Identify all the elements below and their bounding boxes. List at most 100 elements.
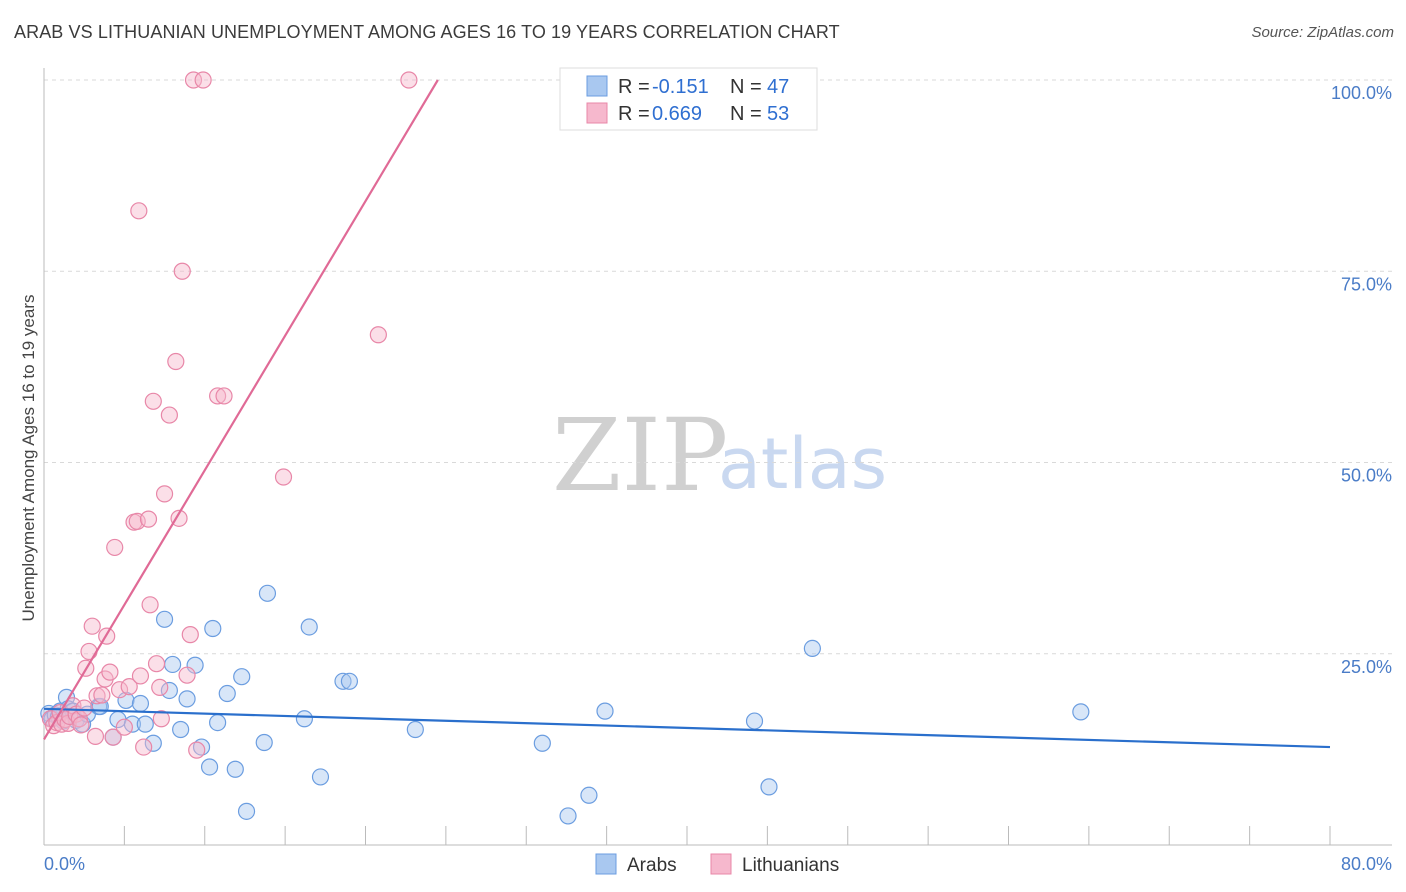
arab-point-25 <box>178 690 196 708</box>
y-tick-label-75: 75.0% <box>1341 274 1392 294</box>
chart-title: ARAB VS LITHUANIAN UNEMPLOYMENT AMONG AG… <box>14 22 840 42</box>
lith-point-39 <box>170 509 188 527</box>
arab-point-24 <box>172 720 190 739</box>
axes <box>43 68 1392 846</box>
legend-lith-n-value: 53 <box>767 103 789 125</box>
arab-point-50 <box>1072 703 1090 721</box>
lith-point-33 <box>144 392 162 410</box>
lith-point-18 <box>93 686 111 704</box>
legend-swatch-arabs <box>586 75 608 97</box>
arab-point-38 <box>300 618 318 636</box>
lithuanians-trendline <box>43 79 439 740</box>
legend-lith-n-label: N = <box>730 103 762 125</box>
arabs-points <box>40 584 1090 825</box>
legend-swatch-lithuanians <box>586 102 608 124</box>
arab-point-47 <box>745 712 764 730</box>
lith-point-16 <box>86 727 105 745</box>
arab-point-21 <box>155 610 174 628</box>
lith-point-36 <box>155 485 174 503</box>
lith-point-12 <box>75 699 93 717</box>
arab-point-48 <box>760 778 778 796</box>
legend-lith-r-label: R = <box>618 103 650 125</box>
arab-point-20 <box>144 734 162 752</box>
arab-point-44 <box>559 807 577 825</box>
arab-point-49 <box>803 639 821 657</box>
lith-point-11 <box>72 716 90 734</box>
arab-point-19 <box>136 715 154 733</box>
lith-point-25 <box>115 718 133 736</box>
arab-point-23 <box>164 655 182 674</box>
lithuanians-points <box>41 71 418 759</box>
bottom-legend-arabs: Arabs <box>627 855 677 876</box>
arabs-trendline <box>43 707 1331 749</box>
lith-point-40 <box>173 262 191 280</box>
lith-point-30 <box>135 738 153 756</box>
legend-arabs-n-value: 47 <box>767 76 789 98</box>
arab-point-43 <box>533 734 551 752</box>
lith-point-42 <box>181 626 199 644</box>
watermark-zip: ZIP <box>552 397 728 514</box>
lith-point-22 <box>104 728 122 746</box>
lith-point-14 <box>80 642 98 661</box>
lith-point-34 <box>147 655 166 673</box>
arab-point-39 <box>311 768 330 786</box>
arab-point-33 <box>233 668 251 686</box>
trendlines <box>43 79 1331 749</box>
x-tick-label-max: 80.0% <box>1341 854 1392 874</box>
bottom-legend-lithuanians: Lithuanians <box>742 855 839 876</box>
arab-point-27 <box>192 738 211 756</box>
lith-point-46 <box>209 387 227 405</box>
lith-point-31 <box>139 510 158 528</box>
y-tick-label-50: 50.0% <box>1341 466 1392 486</box>
arab-point-37 <box>295 710 314 728</box>
arab-point-41 <box>340 672 359 690</box>
lith-point-15 <box>83 617 101 635</box>
arab-point-29 <box>204 619 222 638</box>
bottom-legend-swatch-lithuanians <box>710 853 732 875</box>
arab-point-31 <box>218 684 236 703</box>
gridlines <box>44 79 1392 655</box>
arab-point-16 <box>117 691 135 710</box>
legend-arabs-r-value: -0.151 <box>652 76 709 98</box>
y-tick-label-100: 100.0% <box>1331 83 1392 103</box>
arab-point-32 <box>226 760 244 778</box>
lith-point-47 <box>215 387 233 405</box>
lith-point-32 <box>141 596 159 614</box>
arab-point-28 <box>200 758 219 776</box>
lith-point-44 <box>188 741 206 759</box>
lith-point-23 <box>106 538 124 557</box>
arab-point-18 <box>131 694 150 713</box>
y-tick-labels: 25.0% 50.0% 75.0% 100.0% <box>1331 83 1392 677</box>
lith-point-24 <box>110 681 129 699</box>
arab-point-35 <box>255 733 273 752</box>
arab-point-46 <box>596 702 614 720</box>
watermark-atlas: atlas <box>718 423 887 505</box>
lith-point-35 <box>151 678 169 697</box>
source-label: Source: ZipAtlas.com <box>1251 24 1394 41</box>
legend-arabs-n-label: N = <box>730 76 762 98</box>
bottom-legend-swatch-arabs <box>595 853 617 875</box>
arab-point-30 <box>209 713 227 732</box>
lith-point-49 <box>369 326 387 344</box>
lith-point-52 <box>152 710 170 728</box>
legend-arabs-r-label: R = <box>618 76 650 98</box>
legend-lith-r-value: 0.669 <box>652 103 702 125</box>
arab-point-40 <box>334 672 352 690</box>
arab-point-45 <box>580 786 598 804</box>
lith-point-50 <box>400 71 418 89</box>
arab-point-34 <box>237 802 256 820</box>
series-legend: Arabs Lithuanians <box>595 853 839 876</box>
arab-point-36 <box>258 584 277 602</box>
arab-point-42 <box>406 720 424 739</box>
correlation-legend: R = -0.151 N = 47 R = 0.669 N = 53 <box>559 67 818 131</box>
y-tick-label-25: 25.0% <box>1341 657 1392 677</box>
lith-point-38 <box>167 352 185 371</box>
x-ticks <box>43 826 1331 845</box>
y-axis-label: Unemployment Among Ages 16 to 19 years <box>19 295 38 622</box>
lith-point-41 <box>178 666 196 684</box>
x-tick-label-min: 0.0% <box>44 854 85 874</box>
lith-point-29 <box>131 667 150 685</box>
watermark: ZIP atlas <box>552 397 887 514</box>
lith-point-17 <box>88 687 106 705</box>
lith-point-45 <box>194 71 212 89</box>
